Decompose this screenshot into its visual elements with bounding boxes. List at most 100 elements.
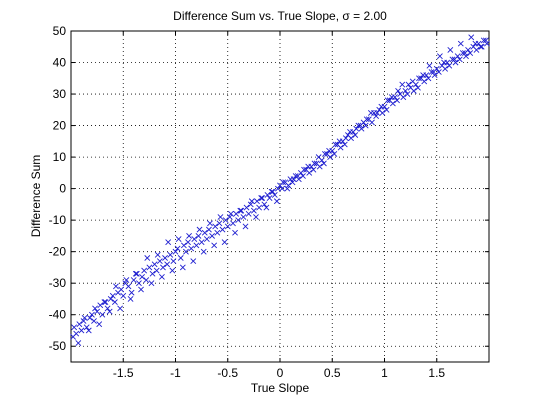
data-point: [273, 198, 280, 205]
data-point: [374, 110, 381, 116]
data-point: [224, 223, 231, 230]
data-point: [179, 264, 186, 271]
x-tick-label: 1: [381, 366, 388, 380]
data-point: [347, 128, 353, 135]
data-point: [332, 141, 339, 148]
data-point: [384, 97, 391, 104]
data-point: [91, 318, 97, 324]
data-point: [320, 160, 327, 167]
data-point: [294, 173, 301, 179]
data-point: [441, 59, 447, 66]
data-point: [274, 185, 281, 192]
data-point: [254, 198, 260, 205]
y-tick-label: 20: [53, 119, 67, 133]
y-tick-label: 30: [53, 87, 67, 101]
data-point: [478, 43, 485, 50]
data-point: [117, 305, 124, 312]
data-point: [482, 37, 489, 44]
x-tick-label: -1: [170, 366, 181, 380]
data-point: [206, 226, 212, 233]
data-point: [162, 255, 168, 261]
data-point: [195, 232, 202, 239]
data-point: [284, 185, 291, 192]
data-point: [402, 87, 409, 94]
data-point: [395, 87, 402, 94]
data-point: [164, 261, 171, 268]
y-axis-label: Difference Sum: [29, 155, 43, 237]
data-point: [243, 204, 250, 211]
data-point: [141, 267, 148, 274]
data-point: [280, 179, 287, 186]
data-point: [447, 46, 454, 53]
data-point: [211, 242, 218, 249]
data-point: [233, 210, 240, 217]
data-point: [357, 122, 364, 129]
data-point: [250, 207, 257, 214]
data-point: [289, 179, 296, 186]
data-point: [167, 251, 174, 258]
data-point: [271, 192, 278, 198]
data-point: [217, 214, 224, 220]
data-point: [190, 258, 197, 265]
data-point: [295, 176, 302, 183]
data-point: [316, 163, 323, 170]
data-point: [160, 264, 166, 271]
data-points: [70, 34, 490, 347]
data-point: [420, 72, 427, 79]
data-point: [106, 308, 113, 315]
y-tick-label: -20: [49, 245, 67, 259]
data-point: [172, 248, 179, 255]
data-point: [212, 223, 219, 230]
data-point: [76, 321, 83, 328]
data-point: [394, 97, 400, 104]
data-point: [174, 245, 181, 252]
data-point: [311, 160, 318, 167]
data-point: [310, 166, 317, 173]
y-tick-label: -50: [49, 339, 67, 353]
data-point: [153, 267, 160, 274]
data-point: [149, 270, 156, 277]
data-point: [73, 330, 80, 337]
data-point: [336, 138, 343, 145]
data-point: [404, 91, 411, 97]
data-point: [127, 296, 134, 302]
data-point: [253, 214, 259, 220]
data-point: [261, 201, 268, 208]
data-point: [186, 232, 193, 239]
data-point: [230, 220, 236, 227]
data-point: [216, 220, 223, 227]
data-point: [209, 232, 215, 239]
data-point: [400, 94, 407, 101]
data-point: [477, 43, 484, 50]
data-point: [170, 258, 177, 265]
data-point: [238, 207, 245, 214]
data-point: [125, 283, 132, 290]
data-point: [483, 40, 490, 47]
data-point: [111, 299, 118, 306]
data-point: [109, 292, 116, 299]
data-point: [104, 305, 111, 312]
data-point: [468, 34, 475, 41]
data-point: [88, 311, 95, 318]
y-tick-label: 40: [53, 56, 67, 70]
data-point: [415, 84, 421, 91]
data-point: [113, 283, 119, 290]
data-point: [431, 72, 438, 79]
data-point: [248, 198, 255, 205]
data-point: [436, 53, 443, 60]
data-point: [139, 273, 145, 280]
y-tick-label: 50: [53, 24, 67, 38]
data-point: [301, 166, 307, 173]
data-point: [96, 321, 103, 328]
data-point: [442, 65, 449, 72]
data-point: [266, 195, 273, 201]
data-point: [399, 81, 406, 88]
data-point: [472, 40, 479, 47]
data-point: [362, 122, 369, 129]
data-point: [410, 87, 417, 94]
data-point: [378, 103, 385, 110]
x-tick-labels: -1.5 -1 -0.5 0 0.5 1 1.5: [113, 366, 446, 380]
data-point: [369, 119, 375, 126]
data-point: [456, 56, 463, 63]
data-point: [226, 214, 233, 220]
